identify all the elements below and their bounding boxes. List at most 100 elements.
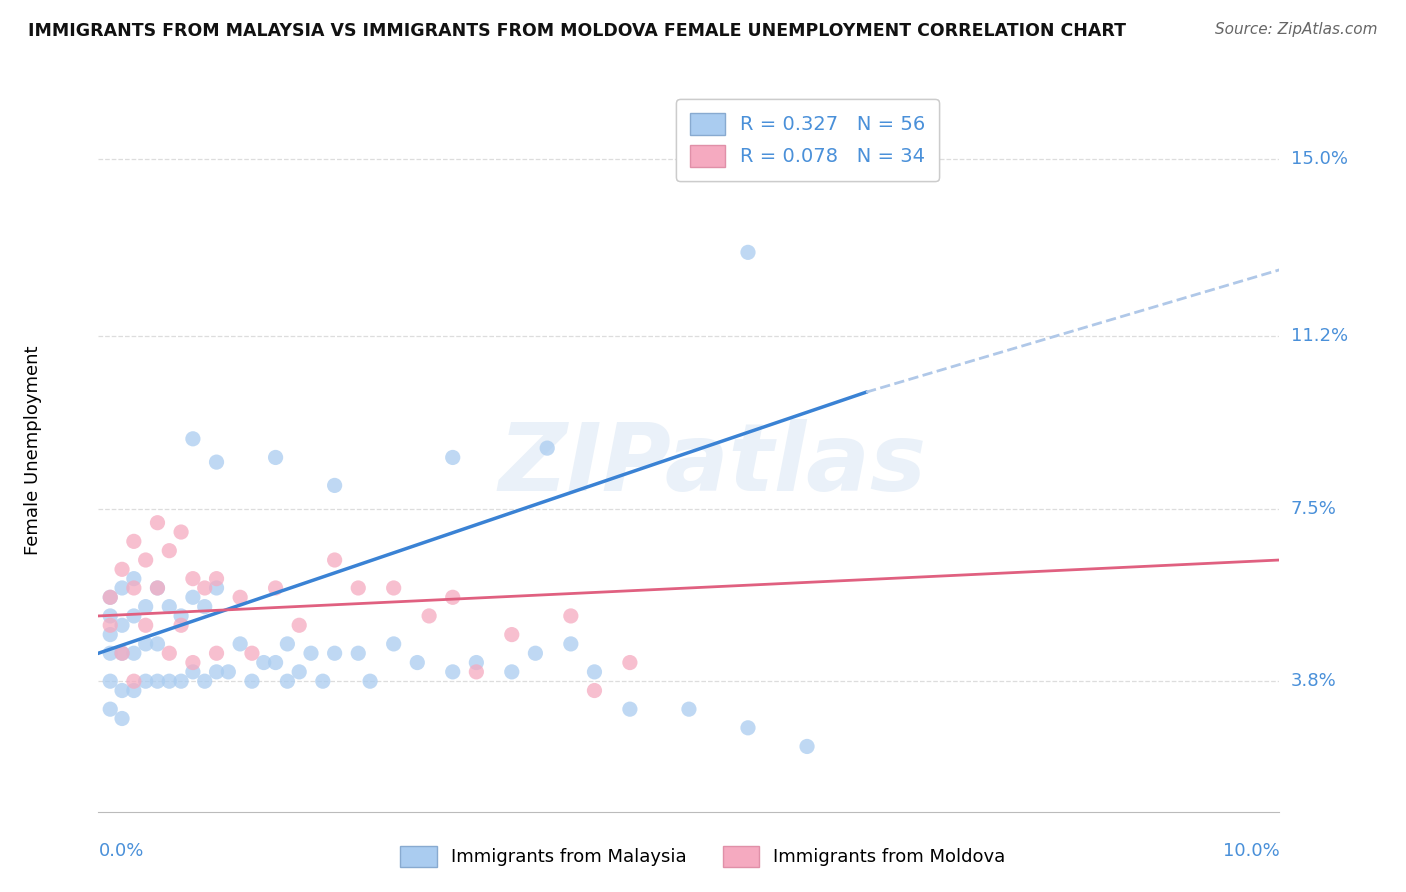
Point bbox=[111, 646, 134, 660]
Point bbox=[205, 581, 228, 595]
Legend: R = 0.327   N = 56, R = 0.078   N = 34: R = 0.327 N = 56, R = 0.078 N = 34 bbox=[676, 99, 939, 181]
Point bbox=[465, 665, 488, 679]
Point bbox=[347, 646, 370, 660]
Point bbox=[264, 581, 287, 595]
Point bbox=[98, 591, 121, 605]
Point bbox=[264, 450, 287, 465]
Point bbox=[382, 581, 405, 595]
Text: 10.0%: 10.0% bbox=[1223, 842, 1279, 860]
Point bbox=[135, 553, 157, 567]
Point bbox=[111, 618, 134, 632]
Point bbox=[465, 656, 488, 670]
Point bbox=[288, 665, 311, 679]
Point bbox=[111, 562, 134, 576]
Point bbox=[146, 637, 169, 651]
Point bbox=[135, 674, 157, 689]
Point bbox=[170, 674, 193, 689]
Point bbox=[181, 656, 204, 670]
Point bbox=[194, 581, 217, 595]
Point bbox=[217, 665, 239, 679]
Point bbox=[157, 674, 180, 689]
Point bbox=[205, 665, 228, 679]
Point bbox=[359, 674, 381, 689]
Point bbox=[122, 572, 145, 586]
Point bbox=[619, 656, 641, 670]
Point bbox=[122, 646, 145, 660]
Point bbox=[122, 581, 145, 595]
Point bbox=[122, 534, 145, 549]
Point bbox=[441, 591, 464, 605]
Text: ZIPatlas: ZIPatlas bbox=[499, 419, 927, 511]
Point bbox=[418, 609, 440, 624]
Point bbox=[146, 516, 169, 530]
Point bbox=[441, 450, 464, 465]
Point bbox=[122, 683, 145, 698]
Point bbox=[312, 674, 335, 689]
Point bbox=[560, 637, 582, 651]
Point bbox=[98, 702, 121, 716]
Point bbox=[157, 646, 180, 660]
Point bbox=[524, 646, 547, 660]
Point bbox=[583, 665, 606, 679]
Point bbox=[170, 609, 193, 624]
Point bbox=[157, 543, 180, 558]
Point bbox=[583, 683, 606, 698]
Point bbox=[98, 674, 121, 689]
Text: Source: ZipAtlas.com: Source: ZipAtlas.com bbox=[1215, 22, 1378, 37]
Text: 3.8%: 3.8% bbox=[1291, 673, 1336, 690]
Point bbox=[253, 656, 276, 670]
Point bbox=[323, 478, 346, 492]
Point bbox=[111, 711, 134, 725]
Text: 15.0%: 15.0% bbox=[1291, 150, 1347, 168]
Text: 0.0%: 0.0% bbox=[98, 842, 143, 860]
Point bbox=[441, 665, 464, 679]
Point bbox=[619, 702, 641, 716]
Point bbox=[205, 572, 228, 586]
Point bbox=[98, 646, 121, 660]
Point bbox=[122, 674, 145, 689]
Point bbox=[323, 553, 346, 567]
Point bbox=[560, 609, 582, 624]
Point bbox=[135, 637, 157, 651]
Point bbox=[111, 683, 134, 698]
Point bbox=[276, 637, 298, 651]
Point bbox=[146, 581, 169, 595]
Point bbox=[181, 572, 204, 586]
Point bbox=[111, 646, 134, 660]
Point bbox=[181, 665, 204, 679]
Text: Female Unemployment: Female Unemployment bbox=[24, 346, 42, 555]
Point bbox=[194, 674, 217, 689]
Point bbox=[229, 591, 252, 605]
Point bbox=[146, 674, 169, 689]
Point bbox=[194, 599, 217, 614]
Point bbox=[240, 646, 263, 660]
Point bbox=[276, 674, 298, 689]
Point bbox=[157, 599, 180, 614]
Point bbox=[501, 665, 523, 679]
Point bbox=[135, 599, 157, 614]
Point bbox=[170, 524, 193, 539]
Point bbox=[122, 609, 145, 624]
Point bbox=[146, 581, 169, 595]
Text: 7.5%: 7.5% bbox=[1291, 500, 1337, 517]
Point bbox=[299, 646, 322, 660]
Point bbox=[796, 739, 818, 754]
Point bbox=[181, 432, 204, 446]
Point bbox=[170, 618, 193, 632]
Point bbox=[737, 245, 759, 260]
Point bbox=[737, 721, 759, 735]
Point bbox=[229, 637, 252, 651]
Point bbox=[205, 646, 228, 660]
Point bbox=[678, 702, 700, 716]
Point bbox=[98, 627, 121, 641]
Point bbox=[111, 581, 134, 595]
Point bbox=[382, 637, 405, 651]
Point bbox=[98, 618, 121, 632]
Point bbox=[347, 581, 370, 595]
Legend: Immigrants from Malaysia, Immigrants from Moldova: Immigrants from Malaysia, Immigrants fro… bbox=[394, 838, 1012, 874]
Point bbox=[240, 674, 263, 689]
Point bbox=[288, 618, 311, 632]
Text: 11.2%: 11.2% bbox=[1291, 327, 1348, 345]
Point bbox=[98, 591, 121, 605]
Point bbox=[501, 627, 523, 641]
